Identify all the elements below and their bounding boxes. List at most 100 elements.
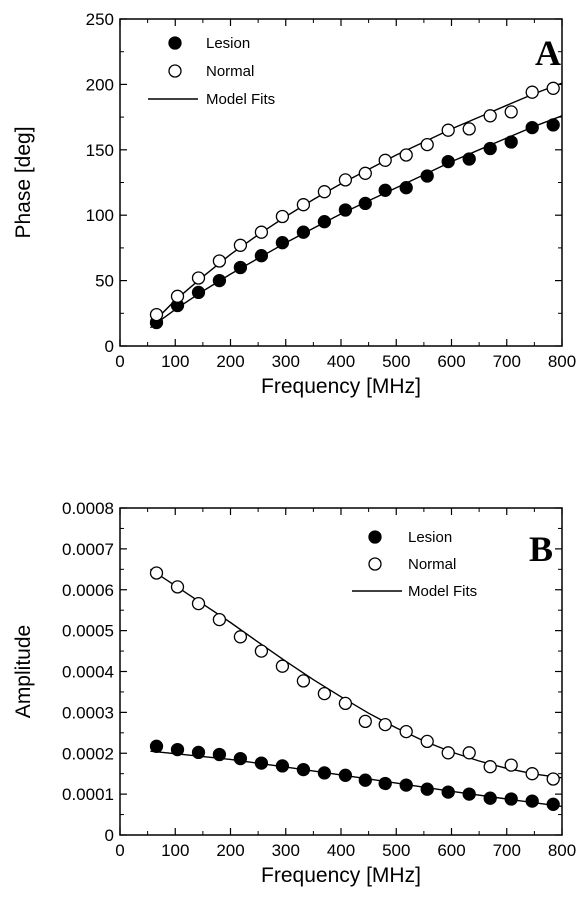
data-point-normal [212, 254, 227, 268]
data-point-lesion [317, 766, 332, 780]
x-tick-label: 700 [493, 352, 521, 371]
y-tick-label: 0.0005 [62, 622, 114, 641]
x-tick-label: 600 [437, 841, 465, 860]
y-tick-label: 50 [95, 272, 114, 291]
x-tick-label: 600 [437, 352, 465, 371]
y-tick-label: 0.0001 [62, 785, 114, 804]
x-tick-label: 200 [216, 841, 244, 860]
data-point-normal [483, 109, 497, 123]
data-point-normal [170, 580, 185, 594]
y-tick-label: 200 [86, 75, 114, 94]
data-point-normal [233, 630, 248, 644]
data-point-normal [483, 760, 497, 774]
x-tick-label: 100 [161, 352, 189, 371]
fit-line-lesion [149, 115, 563, 329]
data-point-normal [504, 758, 518, 772]
data-point-lesion [462, 787, 476, 801]
data-point-lesion [275, 759, 290, 773]
data-point-normal [317, 185, 332, 199]
plot-frame [119, 507, 563, 836]
data-point-normal [233, 238, 248, 252]
y-axis-title: Amplitude [12, 625, 35, 718]
y-tick-label: 0.0006 [62, 581, 114, 600]
data-point-normal [358, 714, 372, 729]
data-point-normal [378, 153, 392, 167]
y-tick-label: 0.0007 [62, 540, 114, 559]
data-point-normal [296, 674, 311, 688]
x-tick-label: 300 [272, 352, 300, 371]
data-point-lesion [296, 225, 311, 239]
data-point-lesion [149, 739, 164, 753]
chart-panel-a: 0 100 200 300 400 500 600 700 800 0 50 100 150 200 250… [12, 10, 576, 398]
y-tick-label: 0.0004 [62, 663, 114, 682]
legend-marker-lesion [168, 36, 182, 50]
x-tick-label: 800 [548, 352, 576, 371]
legend-label-lesion: Lesion [408, 529, 452, 546]
data-point-lesion [399, 181, 413, 195]
legend-marker-lesion [368, 530, 382, 544]
data-point-lesion [504, 792, 518, 806]
panel-label: B [529, 529, 553, 569]
legend-label-normal: Normal [206, 63, 254, 80]
data-point-lesion [254, 756, 269, 770]
x-tick-label: 0 [115, 352, 124, 371]
data-point-lesion [233, 260, 248, 275]
data-point-lesion [378, 183, 392, 197]
x-tick-label: 400 [327, 841, 355, 860]
data-point-normal [149, 307, 164, 322]
data-point-lesion [212, 747, 227, 762]
legend-marker-normal [368, 557, 382, 571]
data-point-normal [525, 85, 539, 99]
legend-marker-normal [168, 64, 182, 78]
data-point-lesion [399, 778, 413, 792]
data-point-lesion [546, 797, 560, 811]
data-point-lesion [483, 141, 497, 156]
data-point-normal [296, 198, 311, 212]
data-point-normal [191, 596, 206, 611]
x-tick-label: 800 [548, 841, 576, 860]
data-point-normal [546, 81, 560, 95]
data-point-lesion [338, 768, 353, 782]
fit-line-normal [150, 568, 563, 779]
data-point-normal [525, 767, 539, 781]
data-point-lesion [191, 285, 206, 300]
data-point-lesion [525, 794, 539, 808]
data-point-lesion [483, 791, 497, 805]
y-tick-label: 250 [86, 10, 114, 29]
x-tick-label: 400 [327, 352, 355, 371]
y-tick-label: 0 [105, 826, 114, 845]
data-point-lesion [317, 215, 332, 229]
panel-label: A [535, 33, 561, 73]
x-axis-title: Frequency [MHz] [261, 864, 421, 887]
data-point-normal [191, 271, 206, 285]
data-point-lesion [254, 249, 269, 263]
data-point-lesion [233, 751, 248, 766]
data-point-normal [504, 105, 518, 119]
legend-label-normal: Normal [408, 556, 456, 573]
y-axis-title: Phase [deg] [12, 126, 35, 238]
data-point-lesion [441, 785, 455, 799]
data-point-lesion [338, 203, 353, 217]
data-point-lesion [546, 118, 560, 132]
y-tick-label: 100 [86, 206, 114, 225]
x-tick-label: 500 [382, 352, 410, 371]
legend-label-model-fits: Model Fits [206, 91, 275, 108]
data-point-lesion [358, 196, 372, 211]
data-point-lesion [170, 742, 185, 757]
data-point-normal [420, 137, 434, 152]
legend-label-model-fits: Model Fits [408, 583, 477, 600]
data-point-normal [358, 166, 372, 180]
data-point-normal [378, 717, 392, 732]
x-axis-title: Frequency [MHz] [261, 375, 421, 398]
data-point-normal [317, 686, 332, 701]
data-point-lesion [378, 776, 392, 791]
data-point-normal [462, 746, 476, 760]
data-point-lesion [296, 762, 311, 777]
data-point-lesion [504, 135, 518, 149]
data-point-normal [275, 209, 290, 224]
y-tick-label: 0.0002 [62, 744, 114, 763]
data-point-normal [254, 225, 269, 239]
legend-label-lesion: Lesion [206, 35, 250, 52]
data-point-normal [338, 696, 353, 711]
